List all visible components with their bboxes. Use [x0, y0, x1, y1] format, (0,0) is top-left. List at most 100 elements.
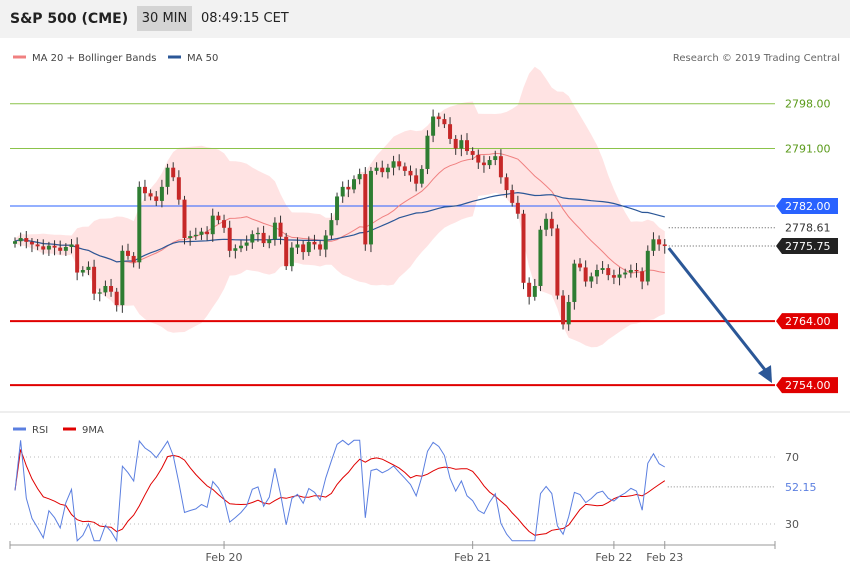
candle-body-107	[617, 274, 622, 278]
candle-body-58	[340, 186, 345, 197]
candle-body-59	[346, 186, 351, 190]
candle-body-82	[476, 154, 481, 163]
candle-body-23	[142, 186, 147, 194]
legend-label-1: MA 50	[187, 53, 218, 64]
candle-body-33	[199, 231, 204, 235]
candle-body-91	[527, 282, 532, 297]
candle-body-87	[504, 177, 509, 191]
candle-body-78	[453, 138, 458, 149]
candle-body-5	[41, 246, 46, 250]
rsi-tick-label-1: 30	[785, 518, 799, 531]
candle-body-21	[131, 255, 136, 263]
x-tick-label-3: Feb 23	[646, 551, 683, 564]
candle-body-31	[188, 236, 193, 239]
candle-body-92	[532, 285, 537, 297]
candle-body-64	[374, 167, 379, 171]
candle-body-42	[250, 234, 255, 243]
candle-body-90	[521, 213, 526, 283]
candle-body-74	[431, 116, 436, 136]
candle-body-40	[239, 245, 243, 249]
bollinger-band	[15, 66, 665, 348]
ma50-value-label: 2778.61	[785, 222, 831, 235]
level-label-4-bg	[776, 377, 838, 394]
candle-body-75	[436, 116, 441, 120]
candle-body-18	[114, 291, 119, 306]
candle-body-56	[329, 220, 334, 236]
level-label-0: 2798.00	[785, 98, 831, 111]
candle-body-53	[312, 241, 317, 245]
candle-body-55	[323, 235, 328, 250]
candle-body-110	[634, 269, 639, 272]
candle-body-114	[657, 239, 662, 245]
candle-body-44	[261, 232, 266, 244]
candle-body-30	[182, 199, 187, 239]
candle-body-81	[470, 151, 475, 155]
candle-body-93	[538, 229, 543, 286]
candle-body-57	[335, 196, 340, 221]
candle-body-25	[154, 196, 159, 201]
candle-body-94	[544, 218, 549, 230]
candle-body-3	[29, 241, 34, 245]
credit-text: Research © 2019 Trading Central	[673, 53, 840, 64]
candle-body-112	[645, 250, 650, 282]
rsi-line	[14, 439, 666, 543]
last-price-label-bg	[776, 238, 838, 255]
candle-body-28	[171, 167, 176, 178]
forecast-arrow-shaft	[667, 247, 768, 373]
x-tick-label-1: Feb 21	[454, 551, 491, 564]
candle-body-26	[159, 186, 164, 201]
candle-body-8	[58, 247, 63, 251]
candle-body-0	[13, 241, 17, 244]
candle-body-68	[397, 161, 402, 167]
candle-body-105	[606, 268, 611, 276]
last-price-label: 2775.75	[785, 240, 831, 253]
rsi-ma-line	[14, 449, 666, 536]
candle-body-97	[561, 295, 566, 325]
forecast-arrow-head	[758, 365, 772, 384]
candle-body-86	[498, 156, 503, 178]
level-label-4: 2754.00	[785, 379, 831, 392]
candle-body-35	[210, 215, 215, 235]
candle-body-43	[255, 232, 260, 235]
candle-body-54	[318, 244, 323, 250]
candle-body-48	[284, 236, 289, 267]
candle-body-37	[222, 220, 227, 228]
candle-body-15	[97, 292, 102, 294]
candle-body-16	[103, 285, 108, 293]
candle-body-17	[109, 285, 114, 292]
candle-body-47	[278, 222, 283, 237]
candle-body-76	[442, 119, 447, 125]
level-label-2: 2782.00	[785, 200, 831, 213]
candle-body-61	[357, 174, 362, 180]
candle-body-13	[86, 266, 91, 270]
x-tick-label-2: Feb 22	[595, 551, 632, 564]
candle-body-24	[148, 193, 153, 197]
candle-body-20	[126, 250, 130, 256]
candle-body-60	[352, 179, 356, 190]
candle-body-88	[510, 190, 515, 203]
candle-body-45	[267, 239, 272, 244]
candle-body-65	[380, 167, 385, 173]
candle-body-95	[549, 218, 554, 229]
candle-body-11	[75, 244, 80, 273]
candle-body-39	[233, 248, 238, 251]
candle-body-34	[205, 231, 210, 235]
candle-body-49	[289, 247, 294, 267]
candle-body-108	[623, 272, 628, 275]
candle-body-104	[600, 268, 605, 270]
candle-body-50	[295, 244, 300, 248]
timeframe-button[interactable]: 30 MIN	[137, 6, 192, 31]
candle-body-111	[640, 271, 645, 282]
candle-body-71	[414, 175, 419, 184]
rsi-last-label: 52.15	[785, 481, 817, 494]
candle-body-85	[493, 156, 498, 161]
candle-body-98	[566, 301, 571, 325]
candle-body-101	[583, 267, 588, 282]
candle-body-19	[120, 250, 125, 306]
candle-body-102	[589, 276, 594, 282]
candle-body-83	[481, 162, 486, 166]
candle-body-84	[487, 160, 492, 166]
candle-body-67	[391, 161, 396, 168]
